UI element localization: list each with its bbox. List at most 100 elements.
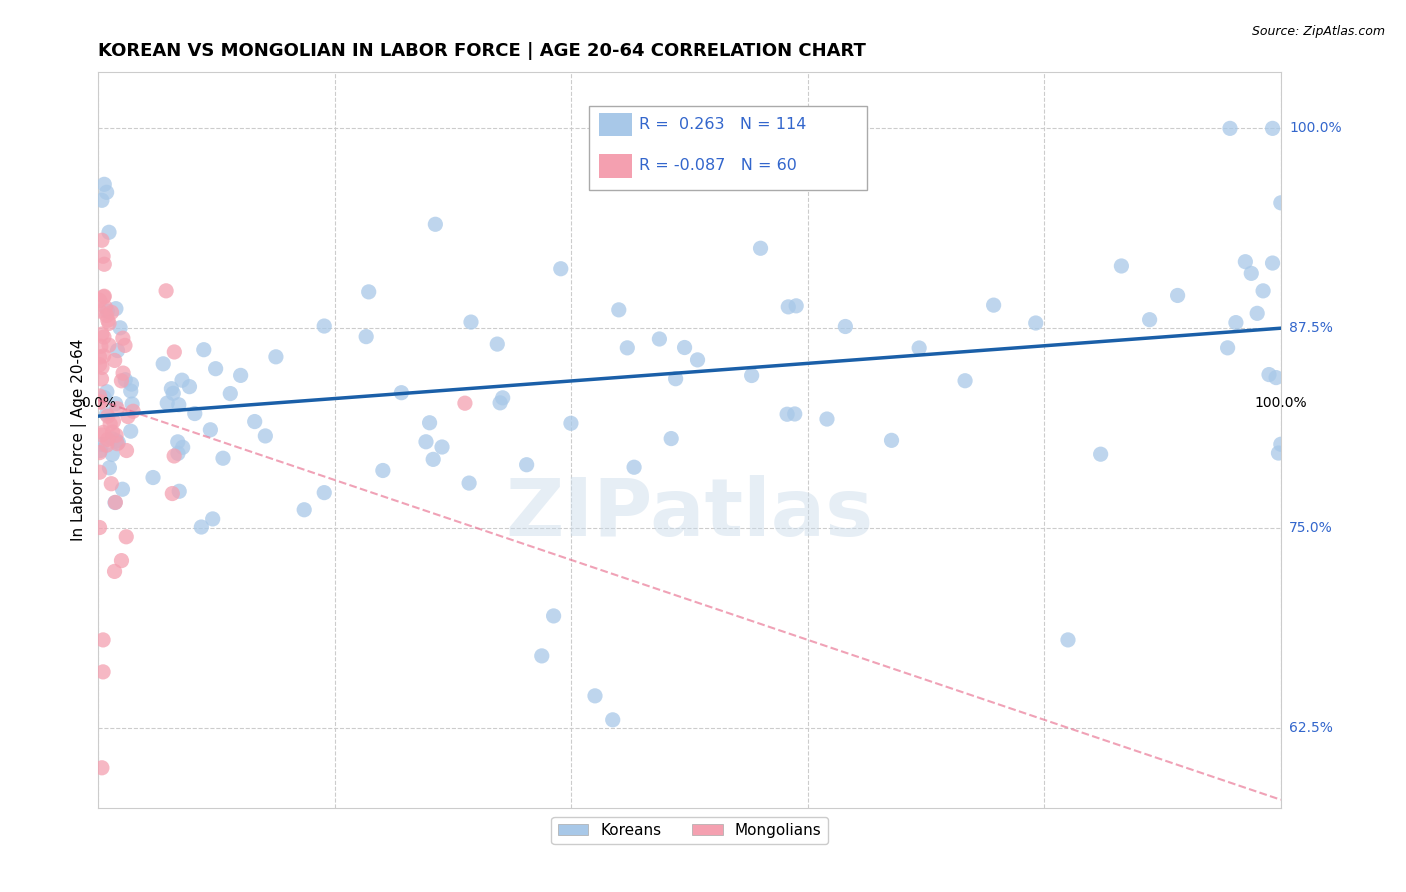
Point (93, 349, 115, 363)
Point (200, 423, 222, 437)
Point (101, 447, 124, 461)
Point (167, 446, 190, 460)
Point (89, 394, 111, 409)
Point (93, 330, 115, 344)
Point (880, 434, 903, 448)
Text: 100.0%: 100.0% (1289, 121, 1341, 136)
Point (89, 465, 111, 479)
Text: 62.5%: 62.5% (1289, 721, 1333, 735)
Point (93, 257, 115, 271)
Point (98, 417, 121, 431)
Point (1219, 121, 1241, 136)
Point (162, 486, 184, 500)
Y-axis label: In Labor Force | Age 20-64: In Labor Force | Age 20-64 (72, 339, 87, 541)
Point (105, 428, 128, 442)
Point (425, 217, 447, 231)
Point (112, 366, 135, 380)
Point (107, 435, 129, 450)
Point (204, 361, 226, 376)
Point (292, 502, 315, 516)
Point (115, 443, 138, 458)
Point (152, 357, 174, 371)
Point (117, 409, 139, 424)
Point (530, 648, 553, 663)
Point (121, 377, 143, 392)
Point (354, 329, 377, 343)
Point (97, 409, 120, 423)
Point (1057, 632, 1080, 647)
Point (778, 300, 800, 314)
Point (89, 293, 111, 308)
Point (623, 460, 645, 475)
Point (170, 373, 193, 387)
FancyBboxPatch shape (599, 113, 631, 136)
Point (105, 436, 128, 450)
Point (89, 304, 111, 318)
Point (665, 372, 688, 386)
Point (1267, 446, 1289, 460)
Point (1251, 284, 1274, 298)
Point (91, 425, 114, 440)
Point (1240, 266, 1263, 280)
Point (1111, 259, 1133, 273)
Point (212, 451, 235, 466)
Point (648, 332, 671, 346)
Point (114, 338, 136, 352)
Point (422, 452, 444, 467)
Point (120, 424, 142, 438)
Point (953, 374, 976, 388)
Point (430, 440, 453, 454)
Point (415, 434, 437, 449)
Point (162, 386, 184, 401)
Point (776, 407, 799, 421)
Point (89, 520, 111, 534)
Point (97, 313, 120, 327)
Text: ZIPatlas: ZIPatlas (506, 475, 873, 553)
Point (460, 315, 482, 329)
Point (160, 382, 183, 396)
Point (96, 304, 118, 318)
Point (100, 476, 122, 491)
Point (94, 301, 117, 315)
Point (104, 495, 127, 509)
Point (314, 319, 336, 334)
Text: R =  0.263   N = 114: R = 0.263 N = 114 (638, 117, 806, 132)
Point (1261, 256, 1284, 270)
Point (96, 186, 118, 200)
Point (114, 373, 136, 387)
Legend: Koreans, Mongolians: Koreans, Mongolians (551, 817, 828, 844)
Point (1225, 316, 1247, 330)
Point (122, 404, 145, 418)
Point (108, 321, 131, 335)
Point (103, 565, 125, 579)
Point (172, 440, 194, 454)
Point (93, 289, 115, 303)
Point (492, 391, 515, 405)
Point (264, 350, 287, 364)
Point (97, 433, 120, 447)
Point (1216, 341, 1239, 355)
Point (1270, 437, 1292, 451)
Point (101, 432, 124, 446)
Point (163, 345, 186, 359)
FancyBboxPatch shape (589, 105, 868, 190)
Point (111, 482, 134, 496)
Point (371, 463, 394, 477)
Text: 100.0%: 100.0% (1254, 396, 1308, 410)
Point (602, 713, 624, 727)
Point (193, 343, 215, 357)
Point (100, 305, 122, 319)
Point (110, 374, 132, 388)
Point (1090, 447, 1112, 461)
Point (155, 284, 177, 298)
Point (616, 341, 638, 355)
Point (90, 372, 112, 386)
Point (89, 445, 111, 459)
Point (98, 338, 121, 352)
Point (1270, 195, 1292, 210)
Point (543, 608, 565, 623)
Point (458, 476, 481, 491)
Point (1025, 316, 1047, 330)
Point (550, 261, 572, 276)
Point (419, 416, 441, 430)
